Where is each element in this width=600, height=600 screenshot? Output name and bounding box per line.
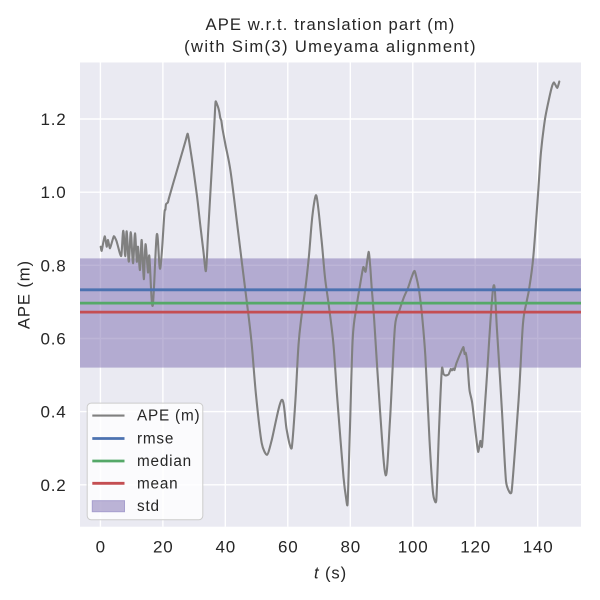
svg-text:20: 20 xyxy=(153,538,174,557)
svg-text:median: median xyxy=(137,453,192,470)
svg-text:80: 80 xyxy=(340,538,361,557)
svg-text:40: 40 xyxy=(215,538,236,557)
svg-text:mean: mean xyxy=(137,475,178,492)
svg-text:0.6: 0.6 xyxy=(40,330,66,349)
svg-text:std: std xyxy=(137,498,160,515)
svg-text:120: 120 xyxy=(460,538,491,557)
svg-text:(with Sim(3) Umeyama alignment: (with Sim(3) Umeyama alignment) xyxy=(184,37,477,56)
svg-text:140: 140 xyxy=(523,538,554,557)
svg-text:1.0: 1.0 xyxy=(40,183,66,202)
svg-text:APE (m): APE (m) xyxy=(15,260,34,329)
svg-text:0: 0 xyxy=(96,538,106,557)
svg-text:0.4: 0.4 xyxy=(40,403,66,422)
svg-text:APE w.r.t. translation part (m: APE w.r.t. translation part (m) xyxy=(206,15,456,34)
svg-text:1.2: 1.2 xyxy=(40,110,66,129)
svg-text:60: 60 xyxy=(278,538,299,557)
svg-text:0.8: 0.8 xyxy=(40,256,66,275)
svg-text:APE (m): APE (m) xyxy=(137,408,200,425)
svg-text:100: 100 xyxy=(398,538,429,557)
svg-text:rmse: rmse xyxy=(137,431,174,448)
svg-text:t (s): t (s) xyxy=(314,564,347,583)
svg-text:0.2: 0.2 xyxy=(40,476,66,495)
